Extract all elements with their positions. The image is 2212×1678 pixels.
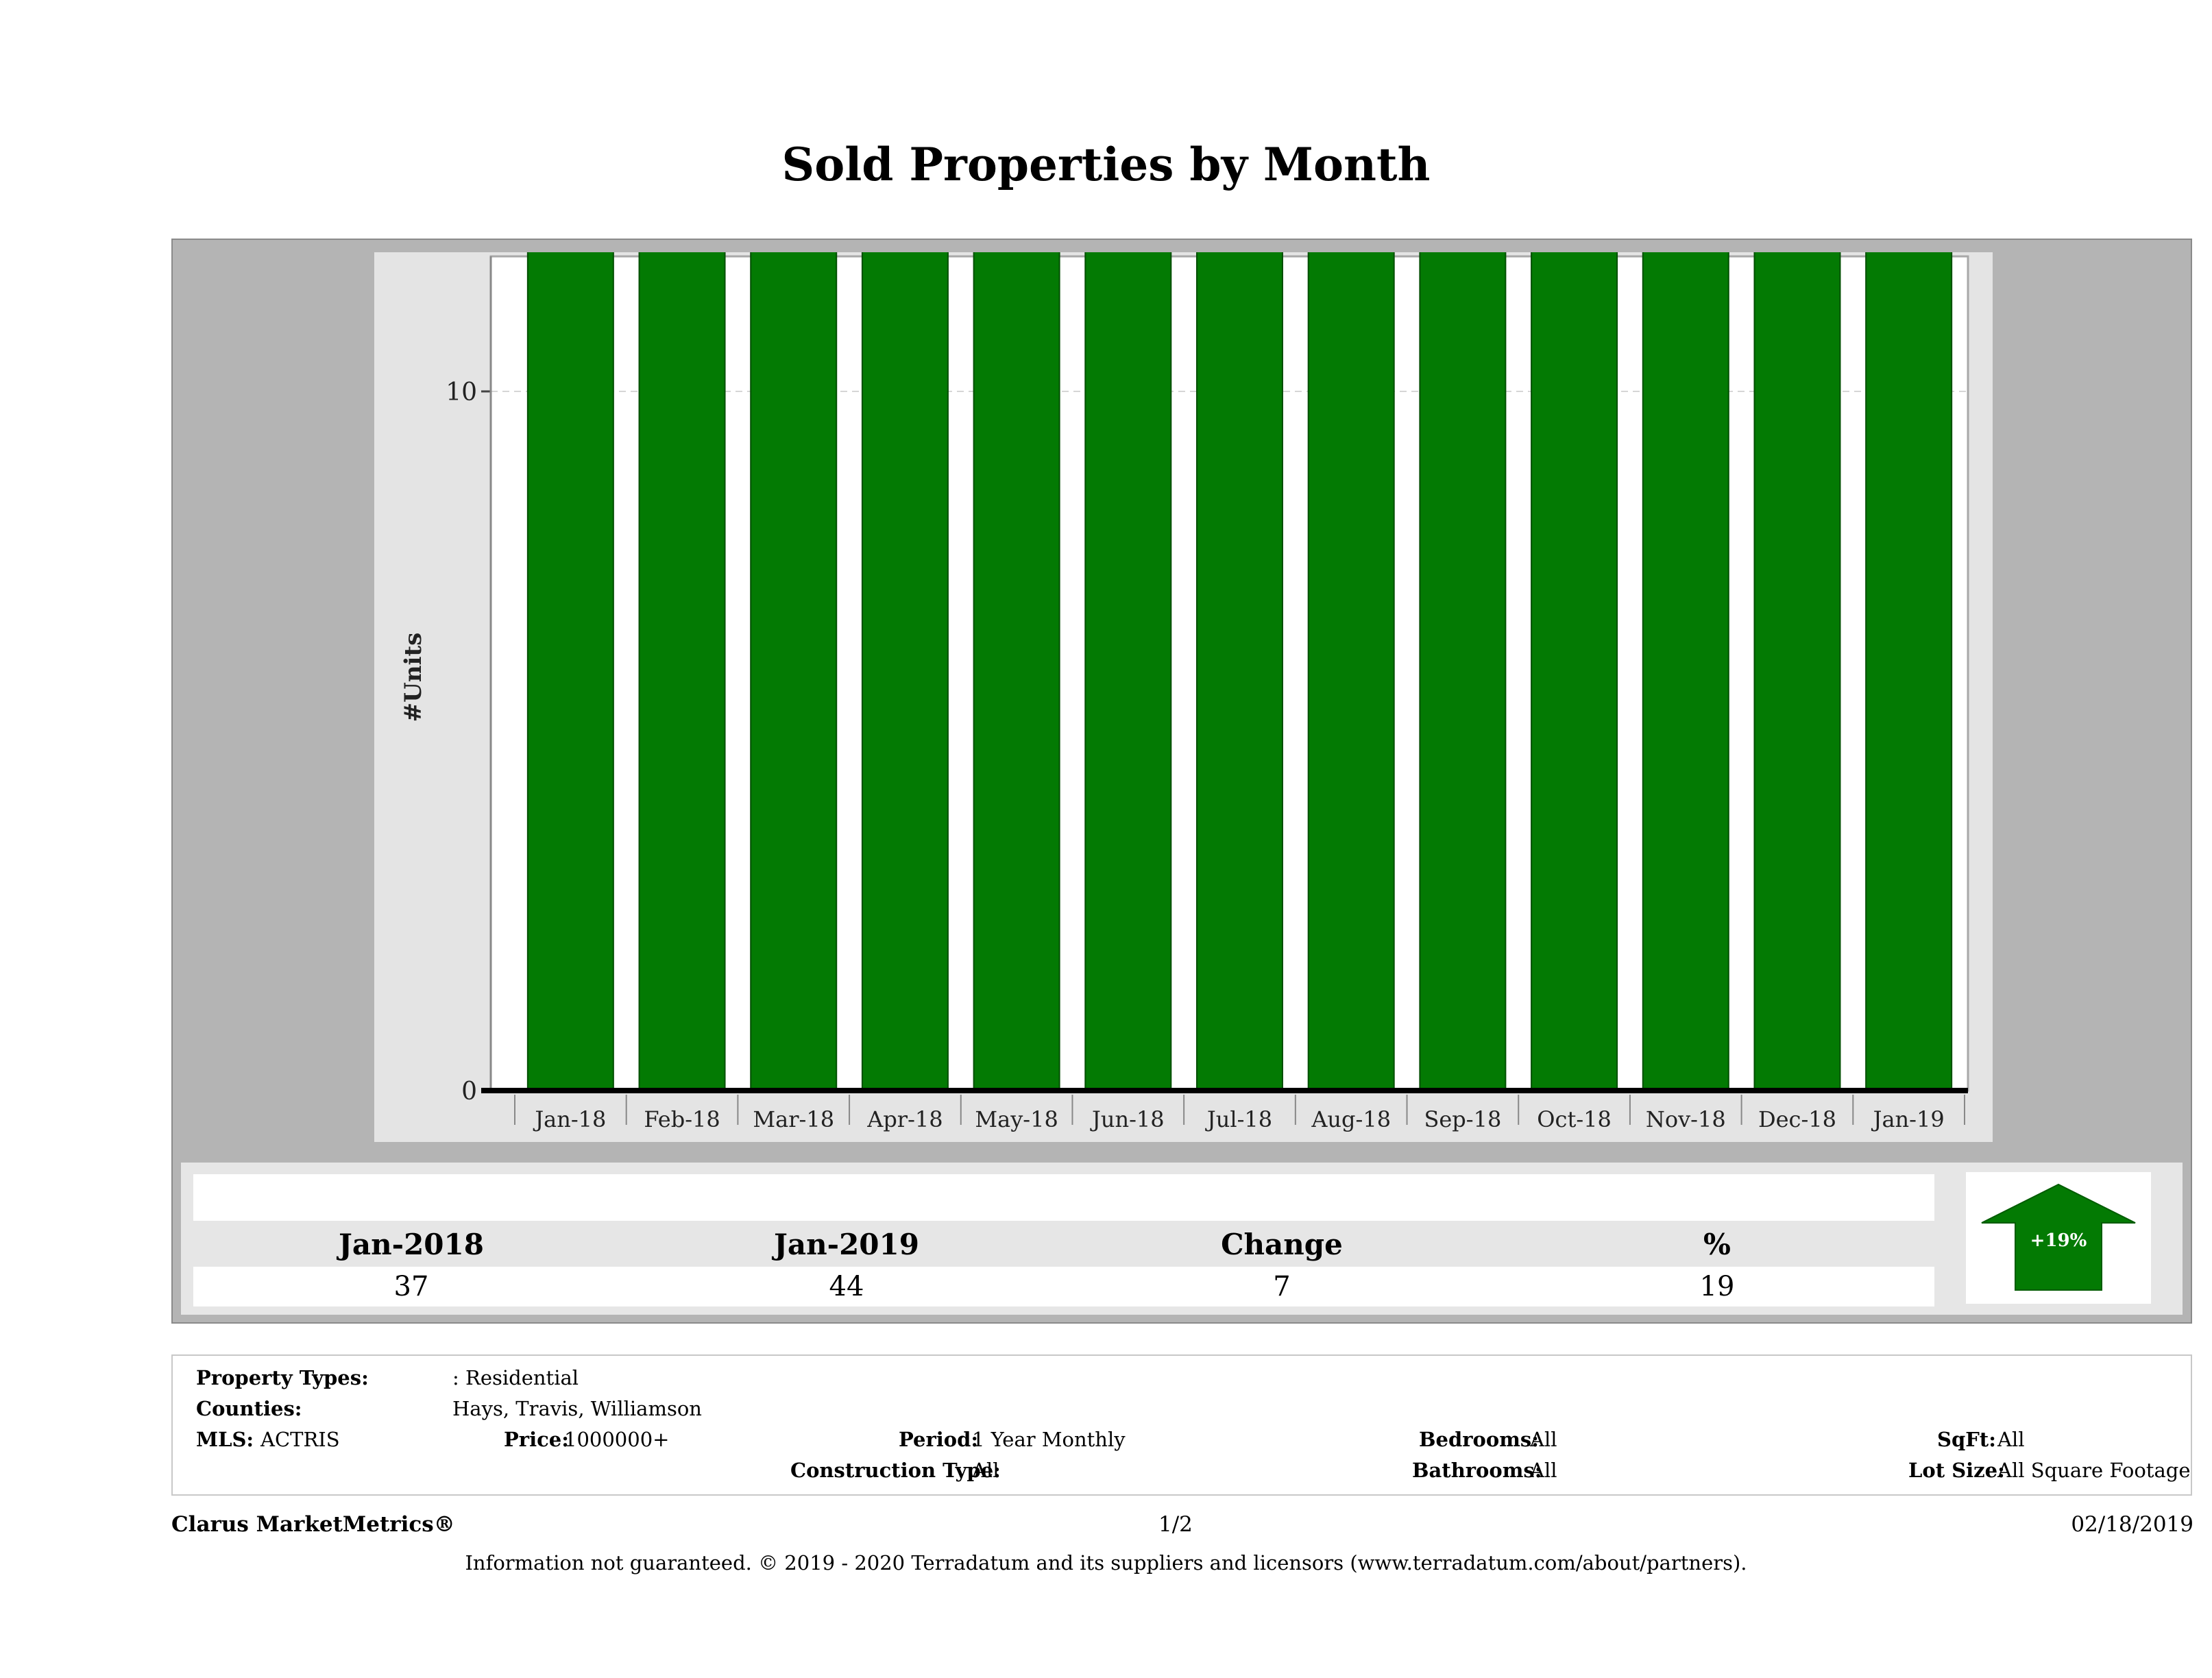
summary-value-end: 44: [829, 1271, 864, 1302]
counties-value: Hays, Travis, Williamson: [452, 1397, 702, 1420]
price-value: 1000000+: [564, 1428, 670, 1451]
bar: [1307, 252, 1395, 1091]
chart-title: Sold Properties by Month: [781, 138, 1431, 191]
lot-size-value: All Square Footage: [1997, 1459, 2191, 1482]
summary-value-change: 7: [1273, 1271, 1291, 1302]
summary-value-start: 37: [393, 1271, 429, 1302]
bar: [1753, 252, 1841, 1091]
x-tick-label: May-18: [975, 1106, 1058, 1132]
summary-header-change: Change: [1221, 1228, 1343, 1261]
report-date: 02/18/2019: [2071, 1512, 2193, 1537]
bar: [973, 252, 1060, 1091]
bar: [861, 252, 949, 1091]
bar: [1196, 252, 1283, 1091]
bathrooms-value: All: [1530, 1459, 1557, 1482]
bar-chart: 0102030405060708090100110#UnitsJan-18Feb…: [400, 252, 1969, 1132]
summary-header-strip: [193, 1174, 1934, 1221]
bar: [1419, 252, 1507, 1091]
x-tick-label: Aug-18: [1311, 1106, 1391, 1132]
y-tick-label: 10: [446, 378, 477, 406]
change-indicator: +19%: [1966, 1172, 2151, 1304]
brand-name: Clarus MarketMetrics®: [171, 1512, 455, 1537]
mls-label: MLS:: [196, 1428, 254, 1451]
x-tick-label: Feb-18: [644, 1106, 720, 1132]
page-number: 1/2: [1158, 1512, 1193, 1537]
x-tick-label: Apr-18: [866, 1106, 943, 1132]
x-tick-label: Mar-18: [753, 1106, 834, 1132]
x-tick-label: Oct-18: [1537, 1106, 1612, 1132]
construction-type-label: Construction Type:: [790, 1459, 1001, 1482]
mls-value: ACTRIS: [260, 1428, 340, 1451]
sqft-value: All: [1997, 1428, 2025, 1451]
x-tick-label: Dec-18: [1758, 1106, 1836, 1132]
x-tick-label: Sep-18: [1424, 1106, 1501, 1132]
summary-header-end: Jan-2019: [774, 1228, 919, 1261]
summary-value-percent: 19: [1699, 1271, 1735, 1302]
disclaimer: Information not guaranteed. © 2019 - 202…: [465, 1551, 1747, 1574]
y-axis-label: #Units: [400, 633, 427, 722]
property-types-label: Property Types:: [196, 1366, 369, 1389]
bar: [1642, 252, 1729, 1091]
bedrooms-label: Bedrooms:: [1419, 1428, 1539, 1451]
bathrooms-label: Bathrooms:: [1412, 1459, 1542, 1482]
period-label: Period:: [899, 1428, 979, 1451]
bar: [1531, 252, 1618, 1091]
summary-values-strip: [193, 1267, 1934, 1306]
summary-header-start: Jan-2018: [339, 1228, 484, 1261]
bar: [526, 252, 614, 1091]
report-criteria-box: [171, 1354, 2192, 1496]
summary-header-percent: %: [1703, 1228, 1731, 1261]
x-tick-label: Jul-18: [1205, 1106, 1272, 1132]
lot-size-label: Lot Size:: [1908, 1459, 2005, 1482]
x-tick-label: Jan-18: [533, 1106, 606, 1132]
bar: [1865, 252, 1953, 1091]
x-tick-label: Jun-18: [1090, 1106, 1165, 1132]
change-badge-text: +19%: [2030, 1230, 2087, 1251]
price-label: Price:: [504, 1428, 569, 1451]
bar: [638, 252, 726, 1091]
bedrooms-value: All: [1530, 1428, 1557, 1451]
counties-label: Counties:: [196, 1397, 302, 1420]
property-types-value: : Residential: [452, 1366, 579, 1389]
bar: [750, 252, 838, 1091]
sqft-label: SqFt:: [1937, 1428, 1996, 1451]
x-tick-label: Nov-18: [1646, 1106, 1726, 1132]
y-tick-label: 0: [461, 1078, 477, 1106]
bar: [1084, 252, 1172, 1091]
period-value: 1 Year Monthly: [972, 1428, 1126, 1451]
x-tick-label: Jan-19: [1871, 1106, 1945, 1132]
construction-type-value: All: [972, 1459, 999, 1482]
up-arrow-icon: +19%: [1981, 1183, 2136, 1291]
